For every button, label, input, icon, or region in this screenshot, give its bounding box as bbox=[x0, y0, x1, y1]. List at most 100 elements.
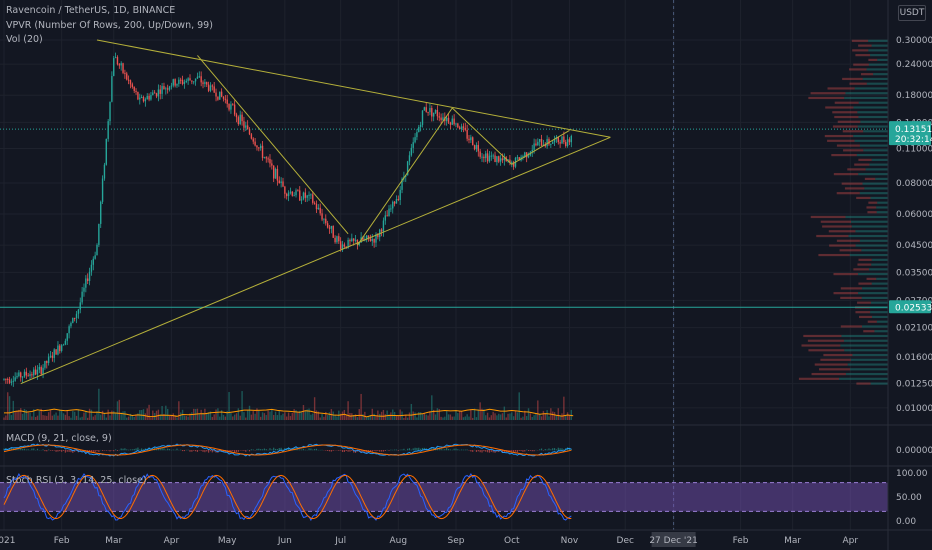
volume-bar bbox=[548, 416, 550, 420]
candle-body bbox=[377, 234, 379, 238]
volume-bar bbox=[256, 408, 258, 420]
macd-histogram-bar bbox=[155, 448, 158, 451]
volume-bar bbox=[390, 412, 392, 420]
time-tick-label: May bbox=[218, 536, 237, 546]
volume-bar bbox=[377, 410, 379, 420]
vpvr-up-bar bbox=[876, 277, 888, 280]
volume-bar bbox=[522, 416, 524, 420]
candle-body bbox=[561, 136, 563, 144]
upper-trendline bbox=[96, 39, 611, 138]
volume-bar bbox=[538, 414, 541, 420]
vpvr-up-bar bbox=[853, 134, 888, 138]
candle-body bbox=[73, 317, 76, 319]
candle-body bbox=[209, 85, 212, 91]
vpvr-up-bar bbox=[870, 382, 888, 385]
candle-body bbox=[286, 193, 288, 197]
candle-body bbox=[239, 114, 241, 125]
candle-body bbox=[135, 90, 137, 93]
volume-bar bbox=[453, 416, 455, 420]
candle-body bbox=[66, 333, 68, 341]
candle-body bbox=[431, 108, 433, 117]
vpvr-down-bar bbox=[810, 215, 846, 219]
volume-bar bbox=[88, 408, 91, 420]
volume-bar bbox=[246, 410, 249, 420]
volume-bar bbox=[440, 416, 442, 420]
candle-body bbox=[338, 236, 340, 242]
volume-bar bbox=[494, 413, 496, 420]
vpvr-down-bar bbox=[868, 58, 878, 61]
candle-body bbox=[401, 178, 403, 190]
macd-histogram-bar bbox=[520, 450, 522, 452]
time-axis[interactable]: 2021 Feb Mar Apr May Jun Jul Aug Sep Oct Nov Dec 27 … bbox=[0, 532, 858, 547]
candle-body bbox=[21, 376, 24, 378]
candle-body bbox=[527, 155, 530, 158]
current-price-badge bbox=[889, 121, 931, 146]
volume-legend[interactable]: Vol (20) bbox=[6, 34, 43, 45]
candle-body bbox=[434, 109, 437, 113]
horizontal-level-line[interactable] bbox=[0, 128, 888, 308]
candle-body bbox=[5, 378, 7, 380]
macd-histogram-bar bbox=[459, 449, 461, 451]
volume-bar bbox=[468, 416, 470, 420]
stoch-rsi-legend[interactable]: Stoch RSI (3, 3, 14, 25, close) bbox=[6, 475, 147, 486]
trend-lines[interactable] bbox=[20, 39, 611, 385]
macd-histogram-bar bbox=[394, 449, 396, 451]
candle-body bbox=[490, 155, 493, 157]
volume-bar bbox=[187, 416, 189, 420]
volume-bar bbox=[388, 414, 390, 420]
macd-histogram-bar bbox=[263, 448, 265, 451]
macd-histogram-bar bbox=[51, 450, 53, 451]
vpvr-down-bar bbox=[842, 130, 864, 133]
vpvr-up-bar bbox=[845, 92, 888, 95]
candle-body bbox=[498, 156, 500, 162]
macd-histogram-bar bbox=[312, 449, 314, 451]
volume-bar bbox=[481, 408, 483, 420]
macd-histogram-bar bbox=[75, 450, 78, 451]
volume-bar bbox=[566, 412, 569, 420]
macd-histogram-bar bbox=[27, 449, 29, 451]
candle-body bbox=[180, 79, 182, 81]
candle-body bbox=[512, 162, 515, 167]
currency-button[interactable]: USDT bbox=[898, 5, 926, 21]
macd-histogram-bar bbox=[477, 450, 479, 452]
volume-bar bbox=[432, 409, 435, 420]
macd-legend[interactable]: MACD (9, 21, close, 9) bbox=[6, 433, 112, 444]
candle-body bbox=[166, 88, 169, 90]
volume-bar bbox=[62, 413, 65, 420]
vpvr-legend[interactable]: VPVR (Number Of Rows, 200, Up/Down, 99) bbox=[6, 20, 213, 31]
macd-histogram-bar bbox=[408, 448, 411, 451]
candle-body bbox=[494, 155, 496, 163]
candle-body bbox=[233, 104, 236, 115]
macd-histogram-bar bbox=[66, 450, 68, 452]
macd-histogram-bar bbox=[420, 448, 422, 451]
vpvr-down-bar bbox=[863, 330, 875, 333]
candle-body bbox=[187, 78, 189, 81]
macd-histogram-bar bbox=[55, 450, 57, 452]
macd-histogram-bar bbox=[438, 448, 440, 451]
vpvr-down-bar bbox=[855, 311, 871, 314]
volume-bar bbox=[263, 413, 266, 420]
macd-histogram-bar bbox=[109, 450, 111, 452]
candle-body bbox=[114, 57, 117, 59]
candle-body bbox=[457, 123, 459, 128]
vpvr-down-bar bbox=[840, 325, 863, 328]
price-axis[interactable]: 0.300000.240000.180000.140000.110000.080… bbox=[889, 36, 932, 527]
volume-bar bbox=[299, 410, 301, 420]
candle-body bbox=[148, 95, 150, 100]
candle-body bbox=[274, 168, 277, 179]
volume-bar bbox=[16, 410, 18, 420]
vpvr-up-bar bbox=[868, 49, 888, 52]
volume-bar bbox=[525, 416, 528, 420]
macd-histogram-bar bbox=[462, 449, 465, 451]
macd-histogram-bar bbox=[213, 450, 215, 452]
symbol-title[interactable]: Ravencoin / TetherUS, 1D, BINANCE bbox=[6, 5, 176, 16]
volume-bar bbox=[220, 410, 223, 420]
candle-body bbox=[488, 155, 491, 162]
price-tick-label: 0.03500 bbox=[896, 268, 932, 278]
volume-bar bbox=[131, 415, 134, 420]
vpvr-down-bar bbox=[834, 101, 859, 104]
macd-histogram-bar bbox=[25, 449, 27, 451]
macd-histogram-bar bbox=[208, 450, 210, 453]
